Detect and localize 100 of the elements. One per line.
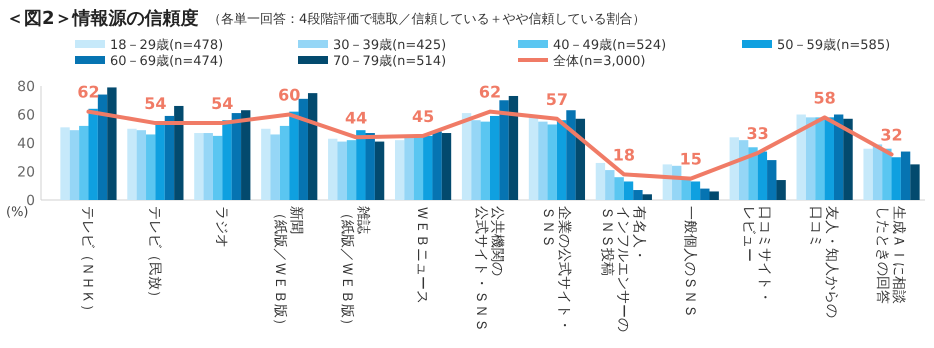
bar bbox=[614, 177, 624, 200]
x-tick-label: 有名人・インフルエンサーのＳＮＳ投稿 bbox=[598, 206, 647, 332]
bar bbox=[824, 117, 834, 200]
bar bbox=[298, 98, 308, 200]
bar bbox=[576, 118, 586, 200]
bar bbox=[212, 136, 222, 200]
y-tick-label: 60 bbox=[17, 108, 35, 124]
bar bbox=[394, 140, 404, 200]
x-tick-label: 雑誌（紙版／ＷＥＢ版） bbox=[339, 206, 372, 332]
data-label: 15 bbox=[680, 150, 702, 169]
chart-subtitle: （各単一回答：4段階評価で聴取／信頼している＋やや信頼している割合） bbox=[208, 12, 646, 27]
bar bbox=[471, 120, 481, 200]
data-label: 44 bbox=[345, 108, 368, 128]
bar bbox=[346, 140, 356, 200]
x-tick-label: 一般個人のＳＮＳ bbox=[682, 206, 698, 318]
bar bbox=[88, 108, 98, 200]
x-tick-label: 公共機関の公式サイト・ＳＮＳ bbox=[473, 206, 505, 332]
bar bbox=[815, 117, 825, 200]
legend-label: 18－29歳(n=478) bbox=[110, 38, 224, 53]
bar bbox=[834, 114, 844, 200]
bar bbox=[222, 120, 232, 200]
bar bbox=[232, 113, 242, 200]
bar bbox=[730, 137, 739, 200]
bar bbox=[738, 140, 748, 200]
bar bbox=[404, 137, 414, 200]
y-axis-title: (%) bbox=[6, 205, 28, 220]
bar bbox=[60, 127, 70, 200]
bar bbox=[107, 87, 117, 200]
bar bbox=[194, 133, 204, 200]
bar bbox=[548, 124, 557, 200]
bar bbox=[843, 118, 853, 200]
bar bbox=[423, 136, 432, 200]
bar bbox=[98, 94, 108, 200]
bar bbox=[164, 116, 174, 200]
legend-label: 70－79歳(n=514) bbox=[333, 54, 446, 69]
bar bbox=[642, 194, 652, 200]
bar bbox=[462, 113, 472, 200]
bar bbox=[538, 122, 548, 200]
bar bbox=[690, 181, 700, 200]
bar bbox=[528, 116, 538, 200]
data-label: 33 bbox=[746, 124, 769, 143]
y-tick-label: 20 bbox=[17, 164, 35, 180]
bar bbox=[758, 152, 768, 200]
bar bbox=[79, 126, 88, 200]
y-tick-label: 0 bbox=[26, 193, 35, 209]
x-tick-label: 企業の公式サイト・ＳＮＳ bbox=[540, 206, 572, 332]
data-label: 18 bbox=[612, 145, 635, 164]
bar bbox=[900, 152, 910, 200]
bar bbox=[356, 130, 366, 200]
bar bbox=[146, 134, 156, 200]
x-tick-label: 新聞（紙版／ＷＥＢ版） bbox=[272, 206, 304, 332]
data-label: 60 bbox=[278, 86, 300, 104]
bar bbox=[241, 110, 250, 200]
data-label: 62 bbox=[77, 82, 100, 102]
bar bbox=[328, 138, 338, 200]
bar bbox=[289, 112, 299, 200]
bar bbox=[174, 106, 184, 200]
bar bbox=[863, 148, 873, 200]
data-label: 54 bbox=[144, 94, 167, 114]
bar bbox=[892, 157, 901, 200]
bar bbox=[136, 130, 146, 200]
x-tick-label: テレビ（ＮＨＫ） bbox=[79, 206, 96, 318]
bar bbox=[776, 180, 786, 200]
y-tick-label: 40 bbox=[17, 136, 35, 152]
bar bbox=[127, 128, 137, 200]
bar bbox=[633, 190, 643, 200]
data-label: 32 bbox=[880, 125, 903, 144]
x-tick-label: ＷＥＢニュース bbox=[414, 206, 430, 304]
x-tick-label: ラジオ bbox=[213, 206, 230, 248]
bar bbox=[910, 164, 920, 200]
legend-label: 30－39歳(n=425) bbox=[333, 38, 446, 53]
bar bbox=[337, 142, 347, 200]
bar bbox=[767, 160, 776, 200]
bar bbox=[480, 122, 490, 200]
bar bbox=[308, 93, 318, 200]
x-tick-label: 友人・知人からの口コミ bbox=[808, 206, 840, 318]
bar bbox=[374, 142, 384, 200]
chart-title: ＜図2＞情報源の信頼度 bbox=[6, 8, 199, 29]
legend-label: 40－49歳(n=524) bbox=[553, 38, 666, 53]
x-tick-label: テレビ（民放） bbox=[146, 206, 162, 304]
bar bbox=[681, 178, 691, 200]
data-label: 58 bbox=[813, 88, 836, 108]
bar bbox=[700, 188, 710, 200]
legend-label: 全体(n=3,000) bbox=[553, 54, 646, 69]
y-tick-label: 80 bbox=[17, 79, 35, 95]
bar bbox=[605, 170, 614, 200]
bar bbox=[508, 96, 518, 200]
x-tick-label: 口コミサイト・レビュー bbox=[740, 206, 773, 304]
bar bbox=[280, 126, 290, 200]
legend-label: 60－69歳(n=474) bbox=[110, 54, 224, 69]
bar bbox=[566, 110, 576, 200]
data-label: 57 bbox=[546, 90, 568, 109]
bar bbox=[710, 191, 719, 200]
data-label: 54 bbox=[211, 94, 234, 114]
bar bbox=[499, 100, 509, 200]
bar bbox=[261, 128, 270, 200]
bar bbox=[882, 148, 892, 200]
bar bbox=[270, 134, 280, 200]
bar bbox=[796, 114, 806, 200]
x-tick-label: 生成ＡＩに相談したときの回答 bbox=[874, 206, 907, 304]
